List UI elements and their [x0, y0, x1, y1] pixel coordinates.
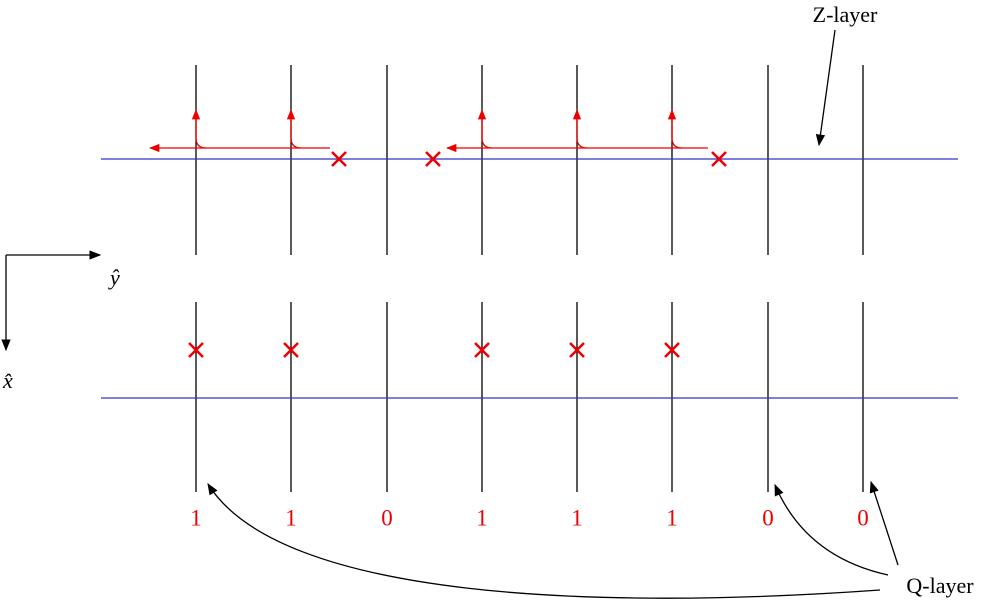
bit: 1	[190, 505, 202, 530]
bit: 1	[666, 505, 678, 530]
wires	[101, 65, 958, 492]
strings	[148, 108, 708, 153]
crosses	[188, 151, 727, 358]
bit-labels: 1 1 0 1 1 1 0 0	[190, 505, 869, 530]
bit: 0	[762, 505, 774, 530]
annotations: Z-layer Q-layer	[207, 2, 974, 599]
bit: 1	[571, 505, 583, 530]
bit: 1	[476, 505, 488, 530]
y-axis-label: ŷ	[108, 265, 120, 290]
z-layer-label: Z-layer	[813, 2, 878, 27]
bit: 0	[381, 505, 393, 530]
bit: 1	[285, 505, 297, 530]
axes: ŷ x̂	[1, 250, 120, 393]
bit: 0	[857, 505, 869, 530]
x-axis-label: x̂	[2, 368, 13, 393]
q-layer-label: Q-layer	[906, 573, 974, 598]
